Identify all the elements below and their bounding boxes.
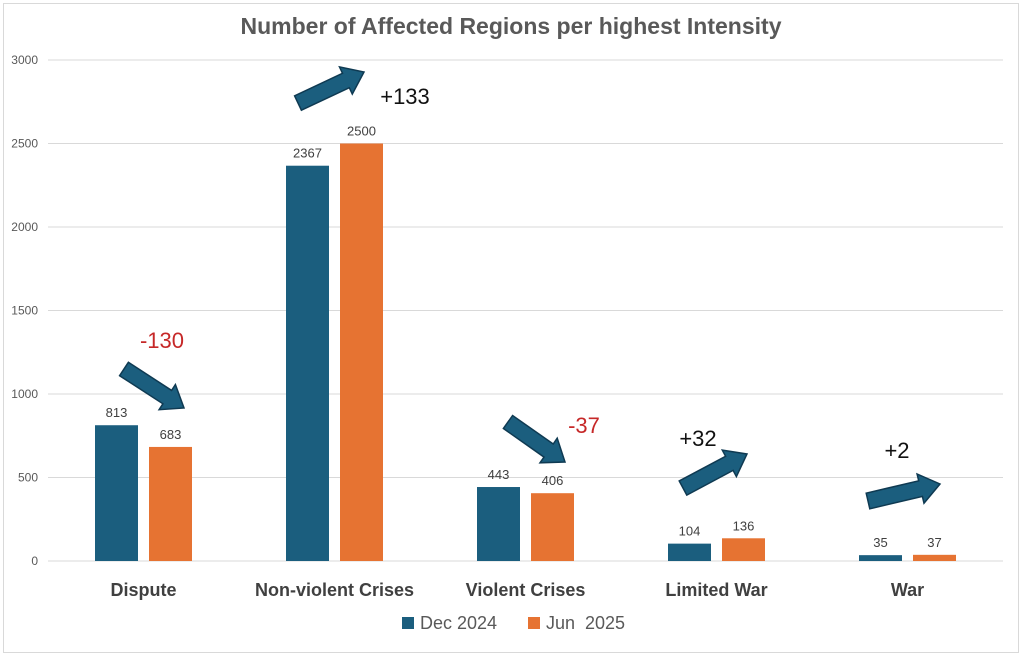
x-tick-label: War	[891, 580, 924, 600]
y-tick-label: 3000	[11, 53, 38, 67]
bar-dec-2024	[477, 487, 520, 561]
x-tick-label: Non-violent Crises	[255, 580, 414, 600]
data-label: 406	[542, 473, 564, 488]
y-tick-label: 0	[31, 554, 38, 568]
data-label: 813	[106, 405, 128, 420]
bar-dec-2024	[668, 543, 711, 561]
x-axis-ticks: Dispute Non-violent Crises Violent Crises L…	[110, 580, 924, 600]
data-label: 2367	[293, 146, 322, 161]
change-arrow	[118, 361, 186, 411]
y-tick-label: 1500	[11, 304, 38, 318]
change-arrow	[865, 472, 942, 510]
gridlines	[48, 59, 1003, 562]
bar-jun-2025	[913, 554, 956, 561]
data-label: 443	[488, 467, 510, 482]
change-annotation: -37	[568, 413, 600, 438]
bar-jun-2025	[531, 493, 574, 561]
data-labels: 813 683 2367 2500 443 406 104 136 35 37	[106, 124, 942, 551]
legend-label: Dec 2024	[420, 613, 497, 633]
legend-label: Jun 2025	[546, 613, 625, 633]
x-tick-label: Limited War	[665, 580, 767, 600]
y-axis-ticks: 0 500 1000 1500 2000 2500 3000	[11, 53, 38, 568]
data-label: 683	[160, 427, 182, 442]
legend: Dec 2024 Jun 2025	[402, 613, 625, 633]
data-label: 104	[679, 524, 701, 539]
x-tick-label: Violent Crises	[466, 580, 586, 600]
bar-jun-2025	[722, 538, 765, 561]
change-arrows: -130 +133 -37 +32 +2	[118, 65, 942, 510]
data-label: 136	[733, 518, 755, 533]
data-label: 37	[927, 535, 941, 550]
change-arrow	[293, 65, 366, 112]
change-annotation: -130	[140, 328, 184, 353]
data-label: 2500	[347, 124, 376, 139]
change-annotation: +2	[884, 438, 909, 463]
change-arrow	[678, 449, 749, 497]
legend-swatch	[528, 617, 540, 629]
chart-title: Number of Affected Regions per highest I…	[241, 13, 782, 39]
x-tick-label: Dispute	[110, 580, 176, 600]
bar-jun-2025	[340, 143, 383, 561]
data-label: 35	[873, 535, 887, 550]
y-tick-label: 500	[18, 471, 38, 485]
bar-dec-2024	[286, 165, 329, 561]
bars	[95, 143, 956, 561]
bar-dec-2024	[859, 555, 902, 561]
bar-jun-2025	[149, 446, 192, 561]
y-tick-label: 1000	[11, 387, 38, 401]
change-annotation: +133	[380, 84, 430, 109]
y-tick-label: 2500	[11, 137, 38, 151]
y-tick-label: 2000	[11, 220, 38, 234]
legend-swatch	[402, 617, 414, 629]
bar-dec-2024	[95, 425, 138, 561]
change-annotation: +32	[679, 426, 716, 451]
change-arrow	[502, 414, 567, 464]
